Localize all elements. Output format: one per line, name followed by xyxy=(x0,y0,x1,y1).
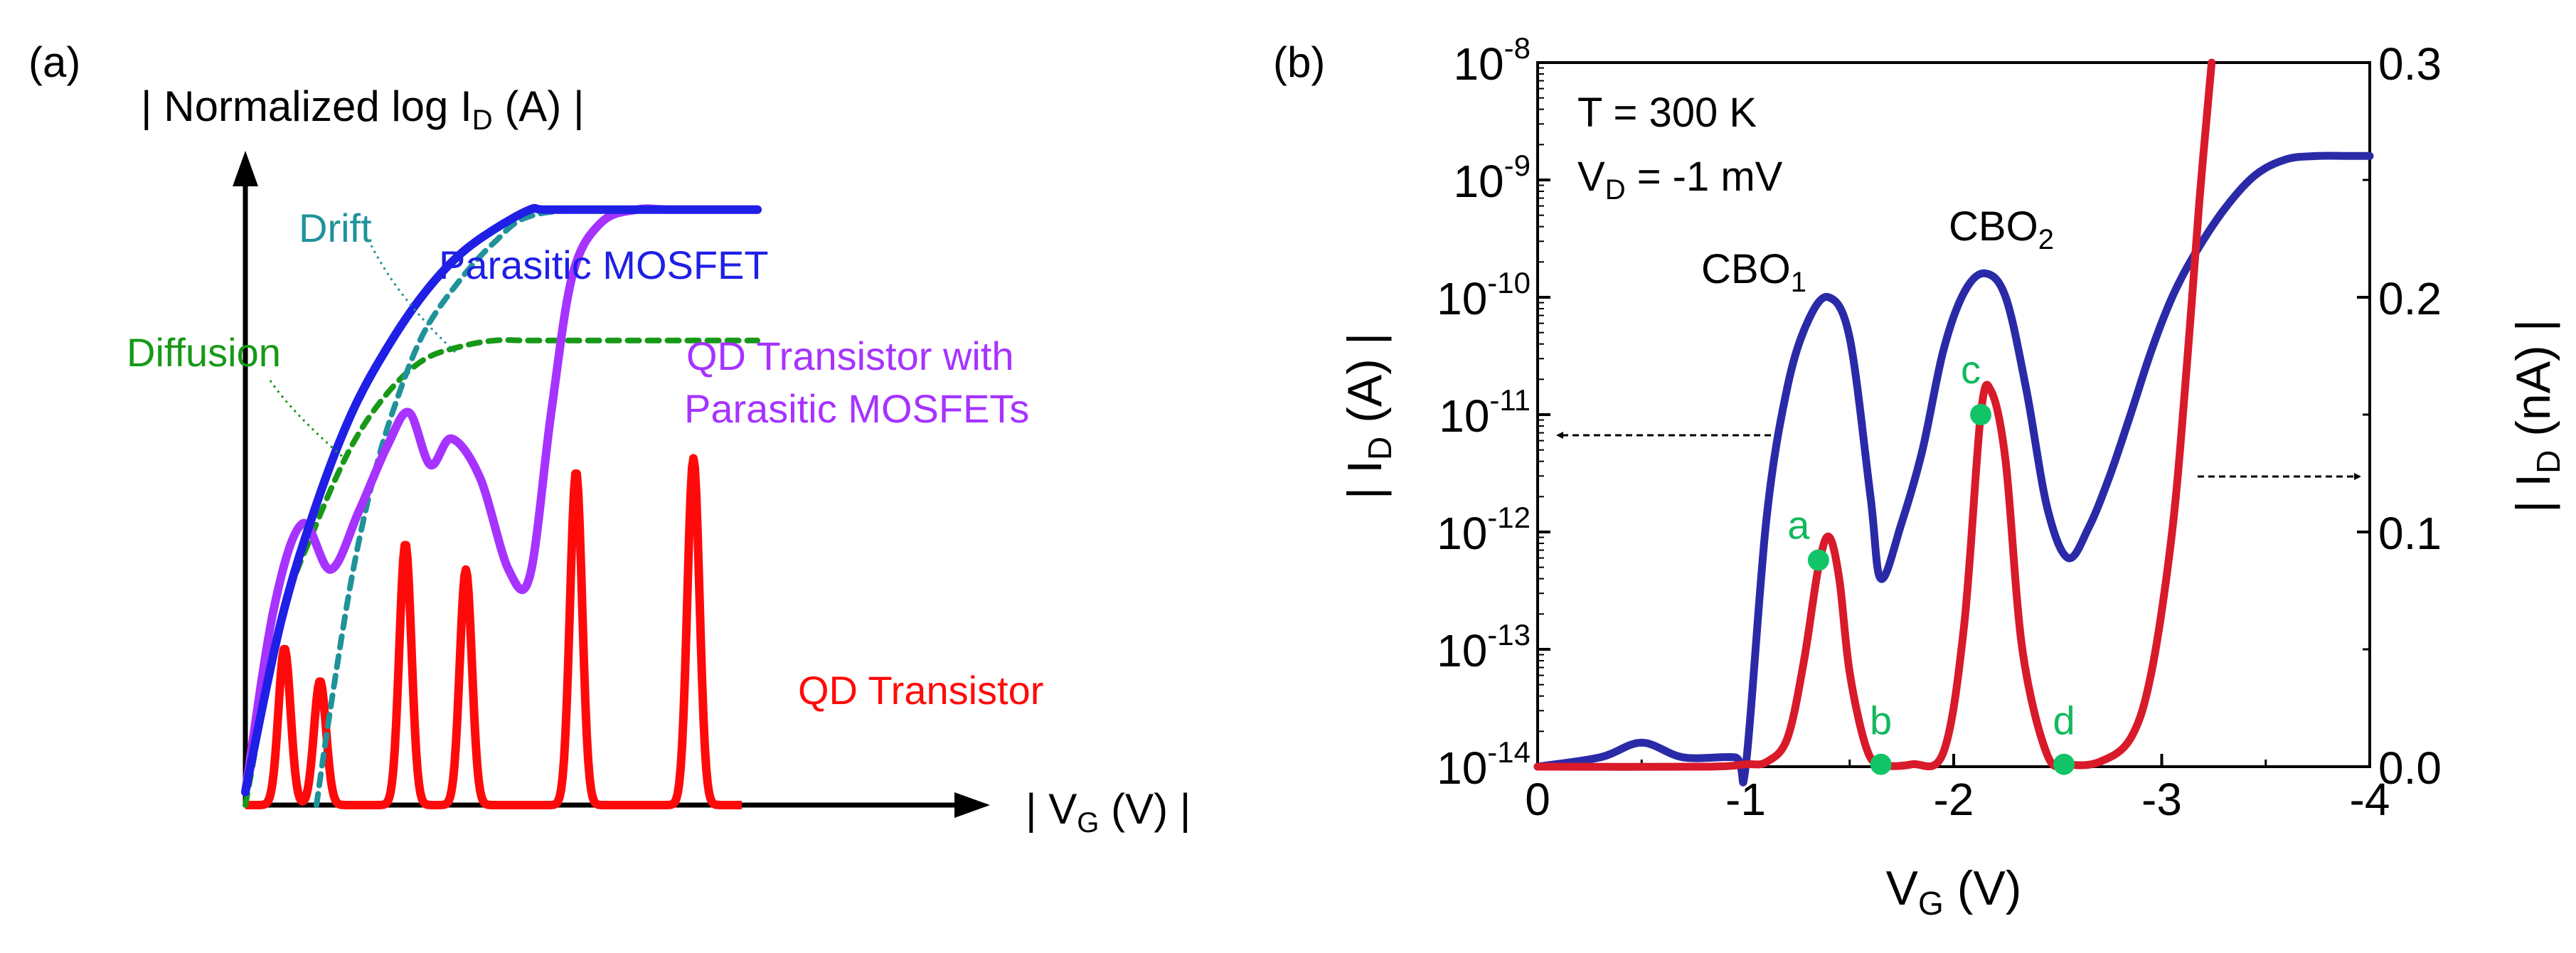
label-qd-parasitic-line1: QD Transistor with xyxy=(686,334,1014,378)
panel-b-ticks: 0 -1 -2 -3 -410-810-910-1010-1110-1210-1310-… xyxy=(1437,31,2442,825)
temperature-label: T = 300 K xyxy=(1577,90,1757,136)
drift-leader-line xyxy=(370,245,457,353)
panel-b-xlabel: VG (V) xyxy=(1886,861,2022,922)
panel-a-x-arrowhead xyxy=(954,792,990,818)
point-label-c: c xyxy=(1961,347,1981,392)
point-label-a: a xyxy=(1787,503,1810,548)
y-left-tick-label: 10-11 xyxy=(1439,383,1531,442)
panel-a: (a) | Normalized log ID (A) | | VG (V) |… xyxy=(28,38,1191,838)
cbo2-label: CBO2 xyxy=(1949,203,2054,255)
panel-b-curves xyxy=(1533,58,2374,787)
cbo1-label: CBO1 xyxy=(1701,246,1806,298)
label-parasitic-mosfet: Parasitic MOSFET xyxy=(439,243,769,287)
y-right-tick-label: 0.2 xyxy=(2378,273,2442,324)
qd-transistor-curve xyxy=(243,454,745,809)
panel-b-ylabel-right: | ID (nA) | xyxy=(2506,319,2567,513)
y-left-tick-label: 10-13 xyxy=(1437,618,1531,676)
drain-voltage-label: VD = -1 mV xyxy=(1577,154,1783,206)
panel-b-points: a b c d xyxy=(1787,347,2075,775)
x-tick-label: -4 xyxy=(2350,774,2390,825)
panel-a-label: (a) xyxy=(28,38,80,86)
label-qd-parasitic-line2: Parasitic MOSFETs xyxy=(684,386,1029,431)
y-left-tick-label: 10-8 xyxy=(1453,31,1531,90)
panel-a-curves xyxy=(241,203,762,809)
y-left-tick-label: 10-10 xyxy=(1437,266,1531,324)
y-right-tick-label: 0.0 xyxy=(2378,742,2442,794)
x-tick-label: -2 xyxy=(1934,774,1974,825)
panel-b-label: (b) xyxy=(1273,38,1325,86)
label-qd-transistor: QD Transistor xyxy=(798,668,1043,713)
panel-a-xlabel: | VG (V) | xyxy=(1026,785,1191,838)
panel-b-ylabel-left: | ID (A) | xyxy=(1338,333,1398,500)
label-diffusion: Diffusion xyxy=(127,330,281,375)
log-current-curve xyxy=(1533,151,2374,787)
y-left-tick-label: 10-12 xyxy=(1437,501,1531,559)
label-drift: Drift xyxy=(299,206,372,250)
y-right-tick-label: 0.1 xyxy=(2378,508,2442,559)
y-left-tick-label: 10-14 xyxy=(1437,735,1531,794)
panel-a-ylabel: | Normalized log ID (A) | xyxy=(141,82,585,136)
point-c xyxy=(1970,404,1992,425)
parasitic-mosfet-curve xyxy=(241,203,762,797)
point-a xyxy=(1807,549,1829,571)
y-left-tick-label: 10-9 xyxy=(1453,149,1531,207)
y-right-tick-label: 0.3 xyxy=(2378,38,2442,90)
diffusion-leader-line xyxy=(269,380,346,460)
point-label-b: b xyxy=(1870,698,1892,743)
panel-a-y-arrowhead xyxy=(233,151,258,186)
linear-current-curve xyxy=(1533,58,2216,771)
point-label-d: d xyxy=(2053,698,2075,743)
x-tick-label: 0 xyxy=(1525,774,1550,825)
x-tick-label: -3 xyxy=(2141,774,2182,825)
point-d xyxy=(2053,753,2075,775)
panel-b: (b) 0 -1 -2 -3 -410-810-910-1010-1110-1210-1… xyxy=(1273,31,2567,922)
point-b xyxy=(1870,753,1892,775)
